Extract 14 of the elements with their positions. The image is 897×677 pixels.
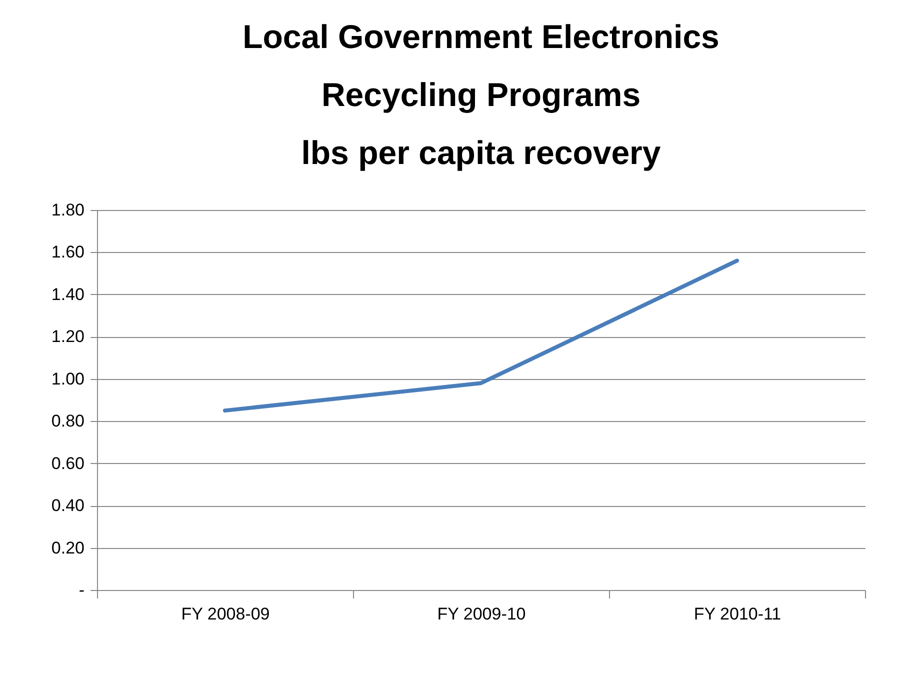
y-tick-label: 1.40 bbox=[51, 284, 84, 304]
y-tick-label: 1.80 bbox=[51, 200, 84, 220]
y-tick-label: 1.60 bbox=[51, 242, 84, 262]
y-tick-label: 0.80 bbox=[51, 412, 84, 431]
x-tick-label: FY 2010-11 bbox=[694, 604, 782, 624]
chart-title: Local Government Electronics Recycling Programs lbs per capita recovery bbox=[242, 18, 720, 171]
x-tick-label: FY 2009-10 bbox=[437, 604, 526, 624]
y-tick-label: 1.00 bbox=[51, 369, 84, 388]
y-tick-label: 0.40 bbox=[51, 496, 84, 516]
y-tick-label: 0.60 bbox=[51, 454, 84, 473]
y-tick-label: - bbox=[78, 580, 84, 600]
y-tick-label: 1.20 bbox=[51, 327, 84, 346]
y-tick-label: 0.20 bbox=[51, 538, 84, 558]
x-tick-label: FY 2008-09 bbox=[181, 604, 270, 624]
